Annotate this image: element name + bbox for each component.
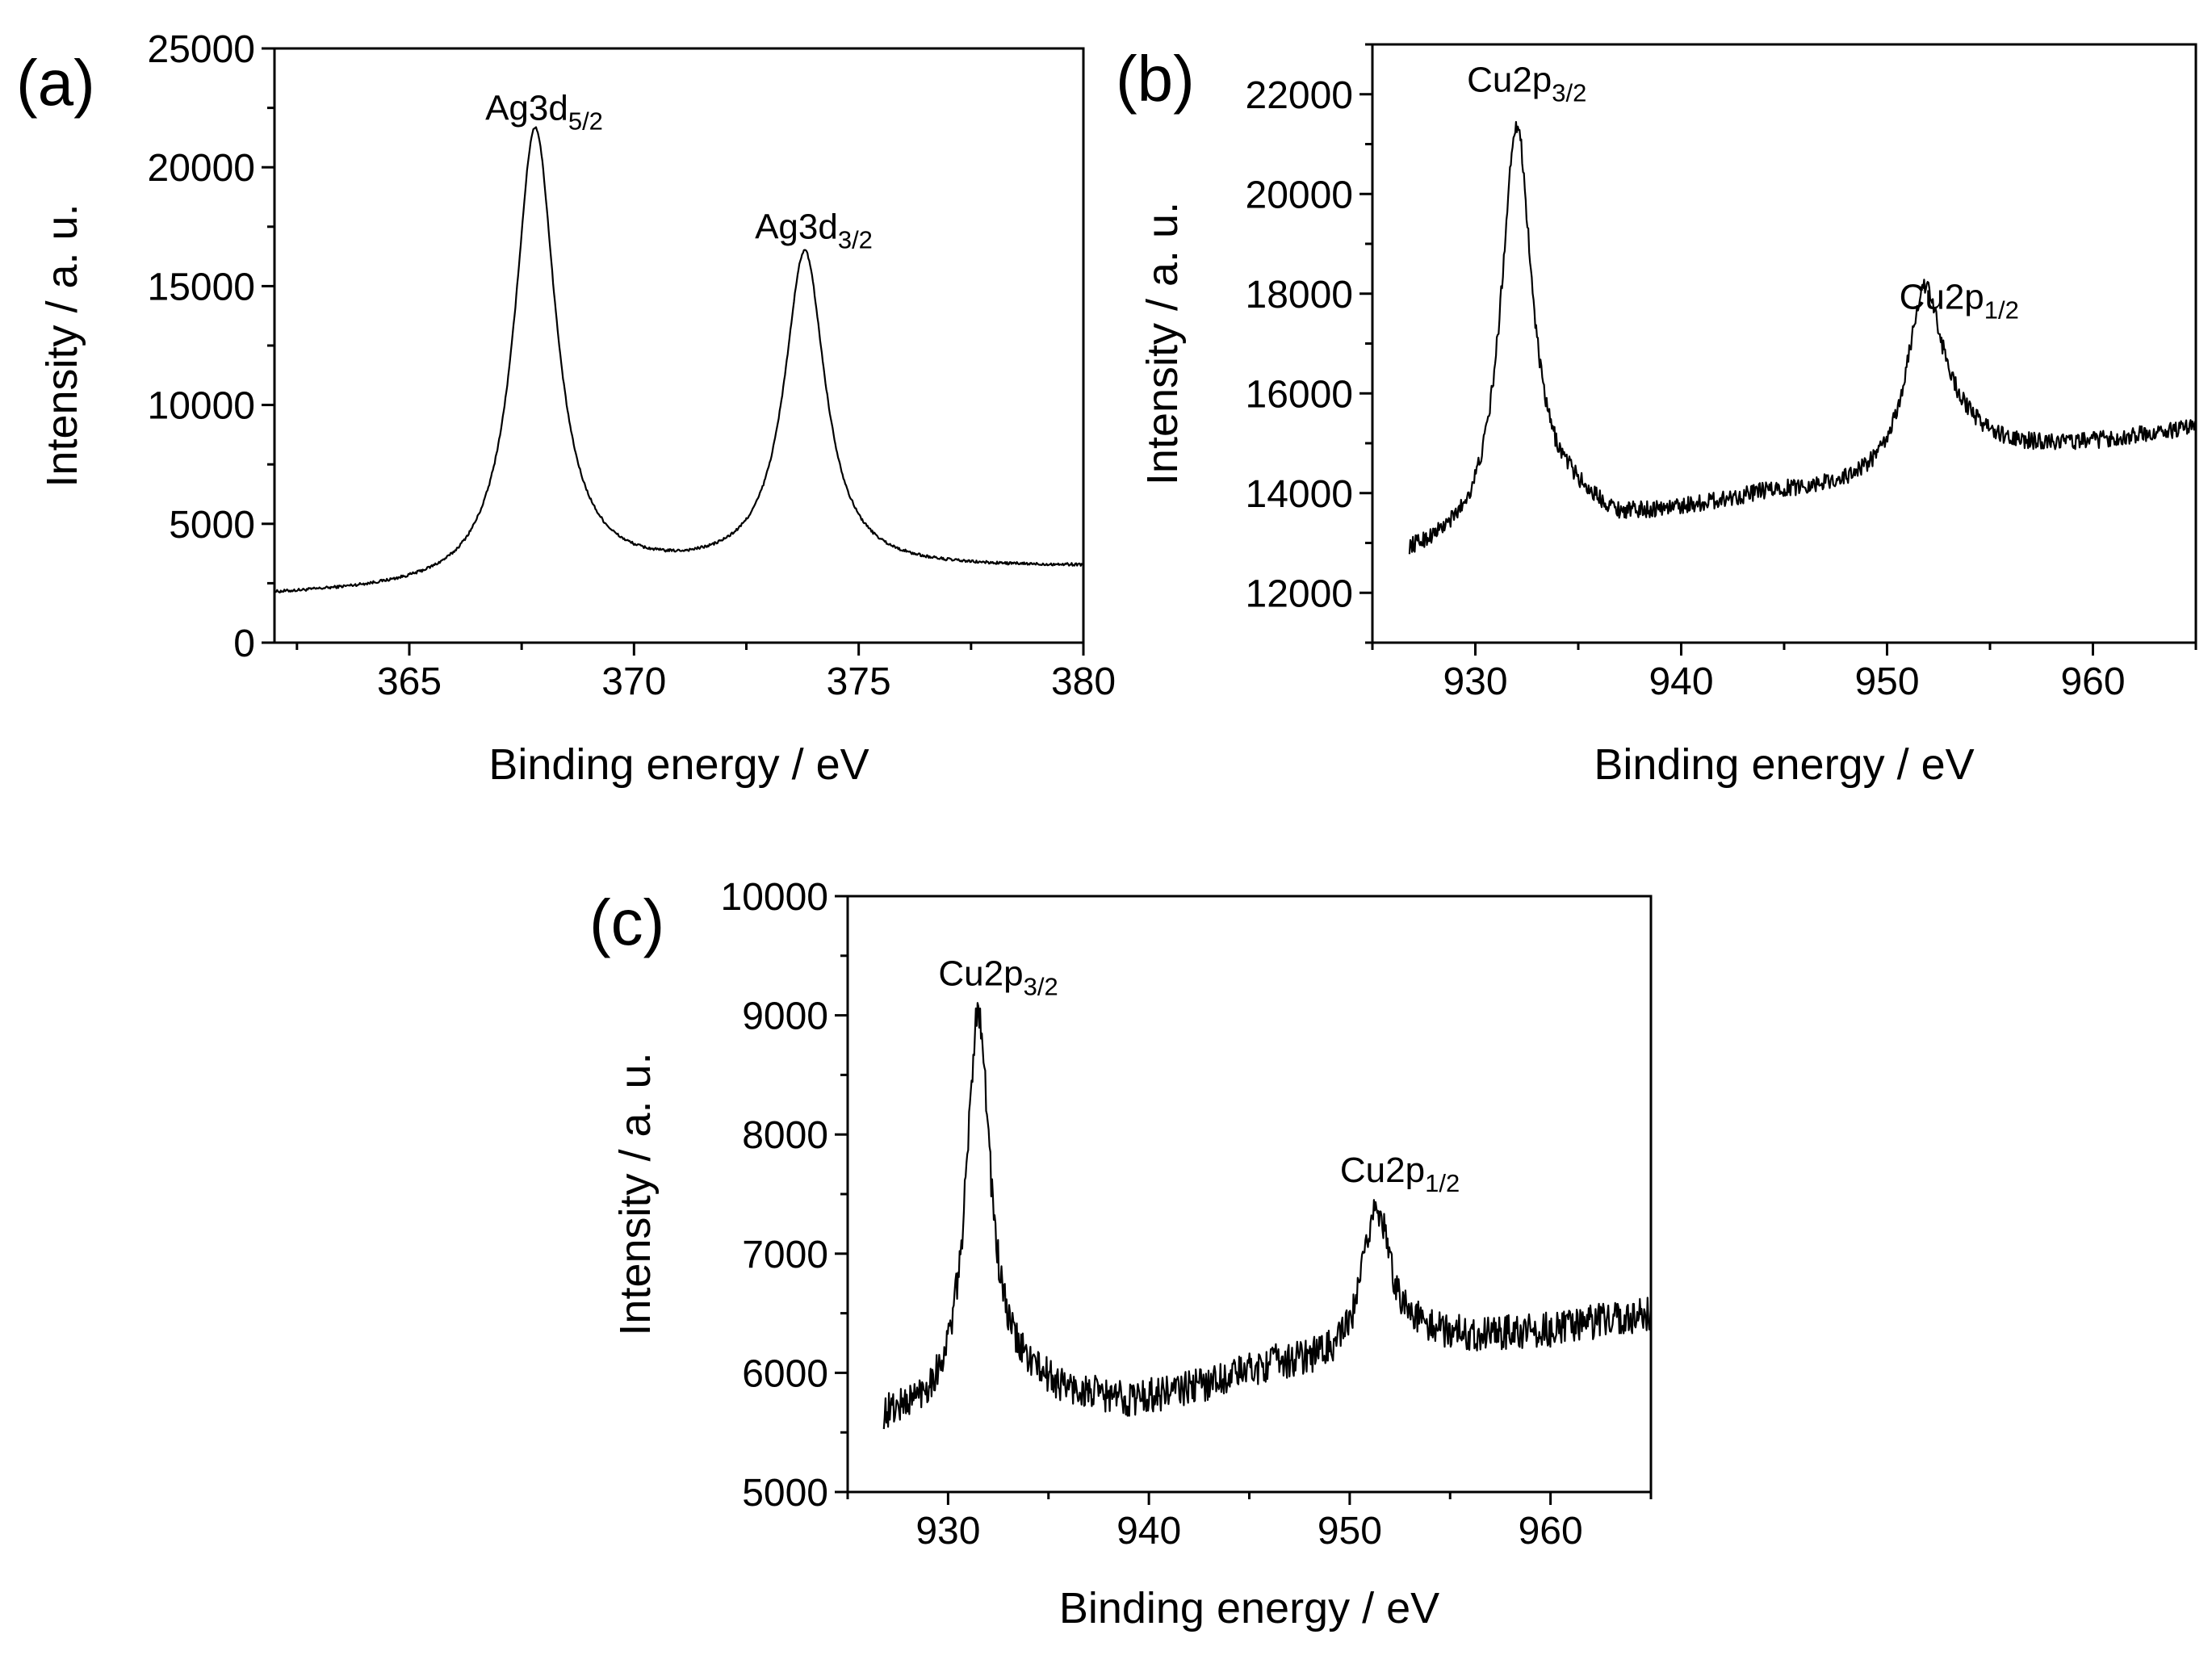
- x-tick-label-a: 370: [601, 660, 666, 703]
- x-tick-label-b: 930: [1443, 660, 1507, 703]
- x-axis-label-a: Binding energy / eV: [488, 740, 869, 789]
- y-axis-label-b: Intensity / a. u.: [1138, 202, 1187, 485]
- y-tick-label-b: 16000: [1246, 373, 1353, 416]
- x-tick-label-b: 950: [1854, 660, 1919, 703]
- panel-c: (c) 930 940 950 960 5000 6000 7000 8000 9000 10000…: [589, 876, 1653, 1632]
- x-axis-label-b: Binding energy / eV: [1594, 740, 1974, 789]
- peak-label-b-1: Cu2p1/2: [1900, 277, 2019, 324]
- y-tick-label-c: 7000: [742, 1234, 828, 1276]
- y-tick-label-b: 12000: [1246, 572, 1353, 615]
- x-tick-label-c: 950: [1318, 1510, 1382, 1553]
- peak-label-a-0: Ag3d5/2: [485, 88, 603, 135]
- x-tick-label-c: 940: [1116, 1510, 1181, 1553]
- x-tick-label-c: 960: [1519, 1510, 1583, 1553]
- panel-label-b: (b): [1116, 43, 1195, 115]
- y-tick-label-b: 20000: [1246, 174, 1353, 216]
- y-tick-label-a: 5000: [169, 504, 255, 547]
- y-axis-label-c: Intensity / a. u.: [611, 1052, 660, 1335]
- spectrum-line-a: [274, 126, 1084, 594]
- y-tick-label-a: 20000: [148, 147, 255, 190]
- y-axis-label-a: Intensity / a. u.: [38, 203, 86, 487]
- y-tick-label-a: 10000: [148, 385, 255, 428]
- y-tick-label-c: 8000: [742, 1114, 828, 1157]
- y-tick-label-c: 9000: [742, 995, 828, 1038]
- peak-label-c-1: Cu2p1/2: [1340, 1150, 1460, 1197]
- plot-frame-a: [273, 47, 1085, 644]
- x-tick-label-b: 960: [2060, 660, 2125, 703]
- peak-label-c-0: Cu2p3/2: [938, 954, 1058, 1001]
- y-tick-label-b: 18000: [1246, 274, 1353, 316]
- spectrum-line-c: [882, 1002, 1653, 1430]
- y-tick-label-c: 6000: [742, 1352, 828, 1395]
- spectrum-line-b: [1408, 120, 2197, 555]
- x-axis-label-c: Binding energy / eV: [1059, 1584, 1439, 1632]
- y-tick-label-a: 15000: [148, 266, 255, 308]
- x-tick-label-a: 380: [1051, 660, 1116, 703]
- panel-b: (b) 930 940 950 960 12000 14000 16000 18000 20000…: [1116, 43, 2197, 789]
- y-tick-label-b: 22000: [1246, 74, 1353, 117]
- y-tick-label-a: 25000: [148, 28, 255, 71]
- panel-label-a: (a): [16, 47, 95, 119]
- y-tick-label-a: 0: [233, 622, 255, 665]
- y-tick-label-c: 10000: [721, 876, 828, 919]
- x-tick-label-a: 365: [377, 660, 442, 703]
- panel-a: (a) 365 370 375 380 0 5000 10000 15000 20000 25000…: [16, 28, 1116, 789]
- y-tick-label-b: 14000: [1246, 473, 1353, 516]
- panel-label-c: (c): [589, 886, 664, 958]
- x-tick-label-b: 940: [1649, 660, 1713, 703]
- x-tick-label-a: 375: [827, 660, 891, 703]
- y-tick-label-c: 5000: [742, 1472, 828, 1515]
- peak-label-b-0: Cu2p3/2: [1467, 61, 1586, 107]
- peak-label-a-1: Ag3d3/2: [755, 207, 873, 254]
- x-tick-label-c: 930: [915, 1510, 980, 1553]
